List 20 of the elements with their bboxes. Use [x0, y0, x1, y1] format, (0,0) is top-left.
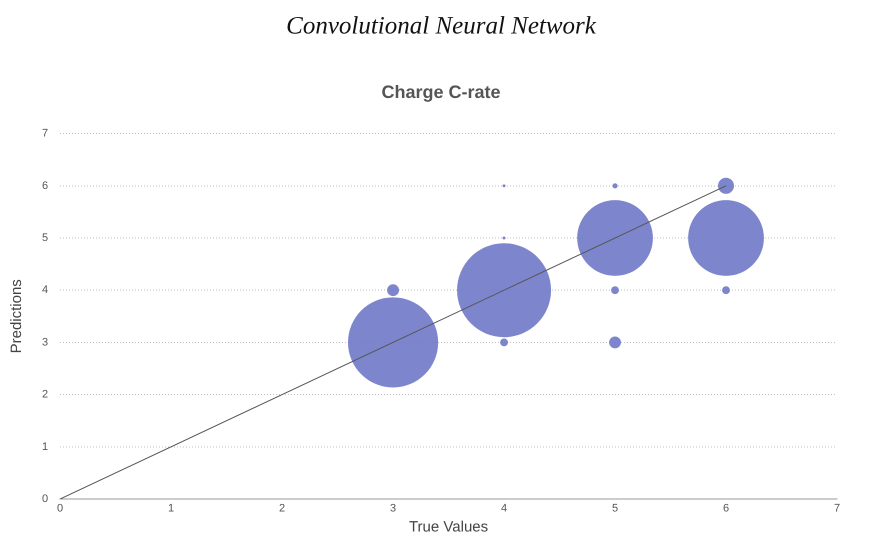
y-tick-label: 5: [42, 232, 48, 244]
y-tick-label: 3: [42, 336, 48, 348]
y-tick-label: 1: [42, 440, 48, 453]
y-tick-label: 4: [42, 284, 48, 296]
x-tick-label: 5: [612, 502, 618, 515]
y-tick-label: 2: [42, 388, 48, 401]
y-axis-title: Predictions: [8, 279, 26, 354]
x-tick-label: 1: [168, 502, 174, 515]
x-tick-label: 4: [500, 502, 508, 515]
y-tick-label: 0: [42, 493, 48, 506]
x-tick-label: 3: [390, 502, 396, 515]
chart-title: Convolutional Neural Network: [286, 12, 597, 40]
x-tick-label: 7: [834, 502, 840, 515]
y-tick-label: 7: [42, 128, 48, 140]
x-axis-title: True Values: [408, 518, 488, 536]
y-tick-label: 6: [42, 180, 48, 192]
x-tick-label: 6: [722, 502, 730, 515]
x-tick-label: 2: [279, 502, 286, 515]
x-tick-label: 0: [57, 502, 64, 515]
chart-subtitle: Charge C-rate: [381, 82, 501, 102]
